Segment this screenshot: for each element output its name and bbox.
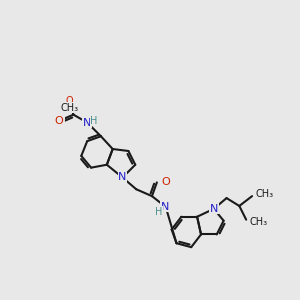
Text: N: N bbox=[83, 118, 92, 128]
Text: CH₃: CH₃ bbox=[255, 189, 273, 199]
Text: CH₃: CH₃ bbox=[249, 217, 267, 226]
Text: H: H bbox=[90, 116, 98, 126]
Text: CH₃: CH₃ bbox=[61, 103, 79, 113]
Text: H: H bbox=[155, 207, 163, 217]
Text: O: O bbox=[55, 116, 64, 126]
Text: N: N bbox=[160, 202, 169, 212]
Text: N: N bbox=[118, 172, 127, 182]
Text: O: O bbox=[162, 177, 170, 188]
Text: O: O bbox=[54, 116, 63, 126]
Text: O: O bbox=[66, 96, 73, 106]
Text: N: N bbox=[210, 204, 218, 214]
